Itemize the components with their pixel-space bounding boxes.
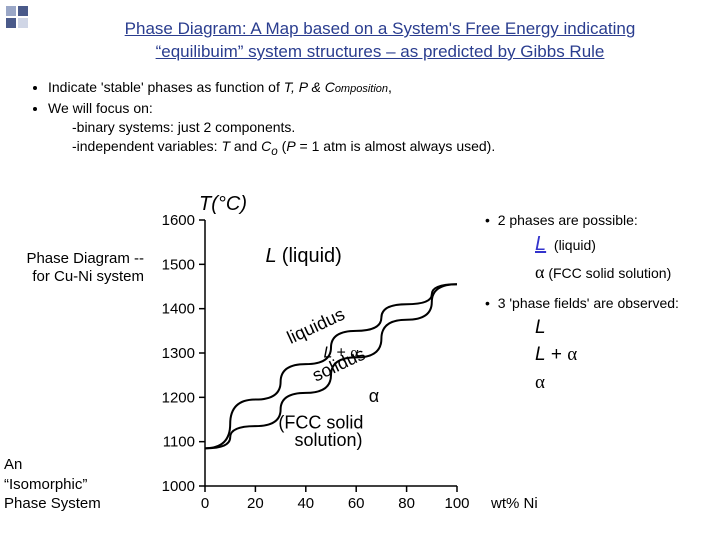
sub-bullet-2: -independent variables: T and Co (P = 1 …	[72, 137, 495, 160]
note-field-alpha: α	[535, 369, 715, 397]
svg-text:0: 0	[201, 495, 209, 512]
svg-text:40: 40	[297, 495, 314, 512]
chart-caption-bottom-left: An “Isomorphic” Phase System	[4, 455, 144, 514]
bullet-1: Indicate 'stable' phases as function of …	[48, 78, 495, 97]
svg-text:α: α	[369, 386, 379, 406]
svg-text:100: 100	[444, 495, 469, 512]
svg-text:L (liquid): L (liquid)	[265, 245, 341, 267]
title-line1: Phase Diagram: A Map based on a System's…	[125, 19, 636, 38]
title-line2: “equilibuim” system structures – as pred…	[156, 42, 605, 61]
note-fields: • 3 'phase fields' are observed:	[485, 293, 715, 313]
svg-text:1400: 1400	[162, 301, 195, 318]
svg-text:1100: 1100	[163, 434, 195, 451]
svg-text:80: 80	[398, 495, 415, 512]
svg-text:1000: 1000	[162, 478, 195, 495]
svg-text:1200: 1200	[162, 389, 195, 406]
note-phases: • 2 phases are possible:	[485, 210, 715, 230]
svg-text:60: 60	[348, 495, 365, 512]
slide-title: Phase Diagram: A Map based on a System's…	[70, 18, 690, 64]
right-notes: • 2 phases are possible: L (liquid) α (F…	[485, 210, 715, 396]
bullet-list: Indicate 'stable' phases as function of …	[30, 78, 495, 161]
svg-text:T(°C): T(°C)	[199, 193, 247, 215]
note-field-L: L	[535, 314, 715, 342]
phase-diagram-chart: T(°C) 1000 1100 1200 1300 1400 1500 1600 0 20 40 60…	[150, 190, 480, 530]
svg-text:solution): solution)	[294, 430, 362, 450]
note-field-Lalpha: L + α	[535, 341, 715, 369]
svg-text:20: 20	[247, 495, 264, 512]
svg-text:1600: 1600	[162, 212, 195, 229]
chart-caption-left: Phase Diagram -- for Cu-Ni system	[4, 250, 144, 286]
svg-text:liquidus: liquidus	[284, 304, 348, 348]
svg-text:1500: 1500	[162, 256, 195, 273]
svg-text:1300: 1300	[162, 345, 195, 362]
svg-text:wt% Ni: wt% Ni	[490, 495, 538, 512]
sub-bullet-1: -binary systems: just 2 components.	[72, 118, 495, 137]
note-phase-alpha: α (FCC solid solution)	[535, 259, 715, 285]
bullet-2: We will focus on: -binary systems: just …	[48, 99, 495, 159]
note-phase-L: L (liquid)	[535, 230, 715, 259]
